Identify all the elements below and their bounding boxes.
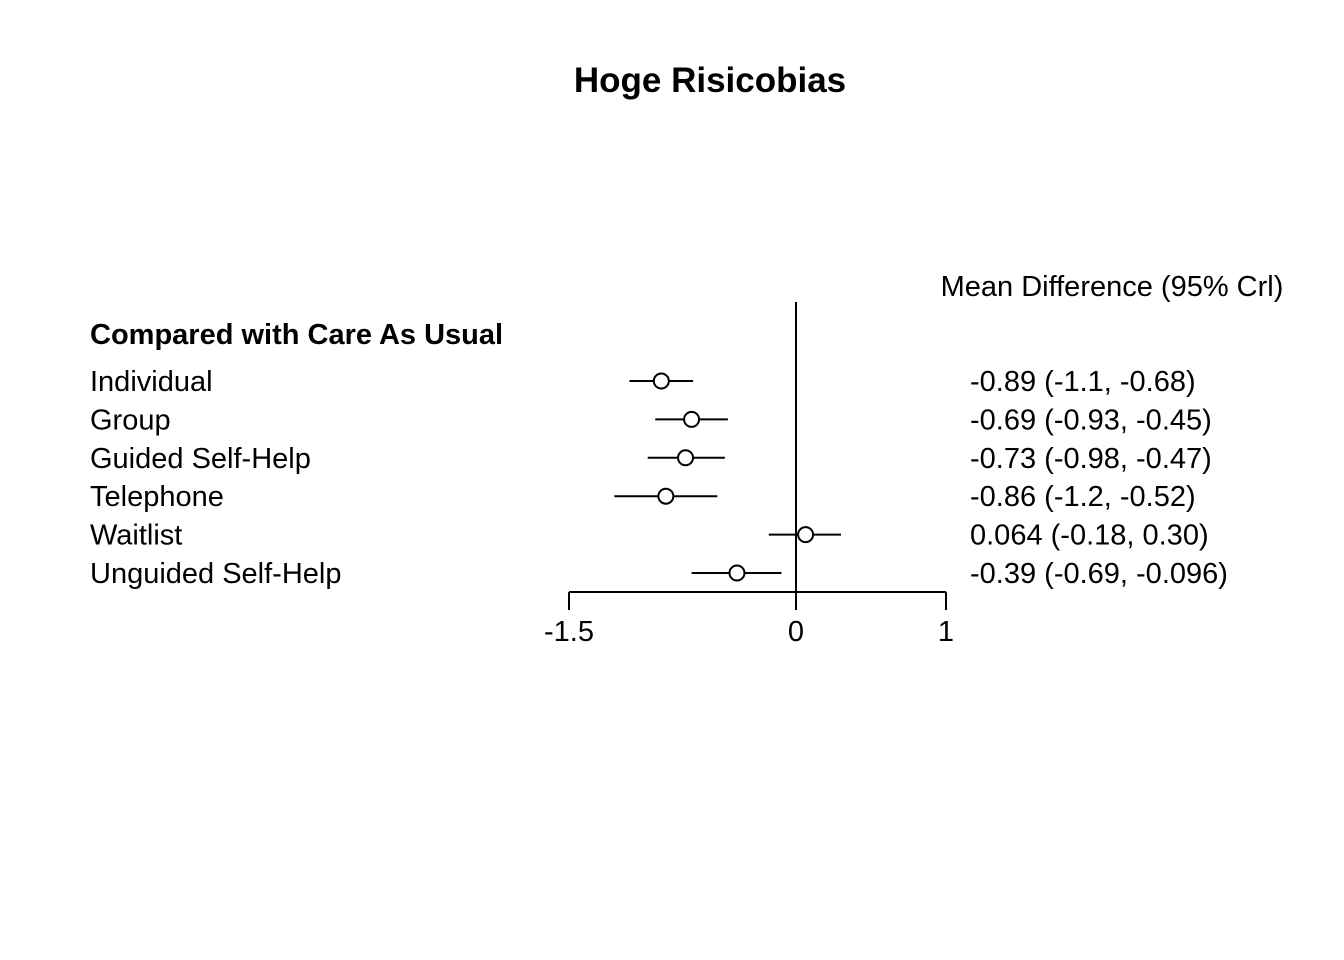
point-estimate bbox=[728, 564, 746, 582]
point-estimate bbox=[683, 410, 701, 428]
point-estimate bbox=[657, 487, 675, 505]
rows-layer: Individual -0.89 (-1.1, -0.68) Group -0.69 … bbox=[90, 366, 1228, 590]
row-estimate-label: 0.064 (-0.18, 0.30) bbox=[970, 520, 1209, 552]
row-name: Waitlist bbox=[90, 520, 182, 552]
group-label: Compared with Care As Usual bbox=[90, 319, 503, 351]
row-estimate-label: -0.73 (-0.98, -0.47) bbox=[970, 443, 1212, 475]
point-estimate bbox=[652, 372, 670, 390]
row-estimate-label: -0.86 (-1.2, -0.52) bbox=[970, 481, 1196, 513]
row-name: Guided Self-Help bbox=[90, 443, 311, 475]
row-name: Group bbox=[90, 404, 171, 436]
row-estimate-label: -0.89 (-1.1, -0.68) bbox=[970, 366, 1196, 398]
row-name: Unguided Self-Help bbox=[90, 558, 341, 590]
x-tick-label: -1.5 bbox=[544, 616, 594, 648]
row-estimate-label: -0.69 (-0.93, -0.45) bbox=[970, 404, 1212, 436]
point-estimate bbox=[797, 526, 815, 544]
x-axis: -1.5 0 1 bbox=[544, 591, 954, 648]
row-estimate-label: -0.39 (-0.69, -0.096) bbox=[970, 558, 1228, 590]
column-header: Mean Difference (95% Crl) bbox=[941, 271, 1284, 303]
x-tick-label: 0 bbox=[788, 616, 804, 648]
chart-title: Hoge Risicobias bbox=[574, 61, 846, 100]
row-name: Telephone bbox=[90, 481, 224, 513]
row-name: Individual bbox=[90, 366, 213, 398]
point-estimate bbox=[677, 449, 695, 467]
x-tick-label: 1 bbox=[938, 616, 954, 648]
